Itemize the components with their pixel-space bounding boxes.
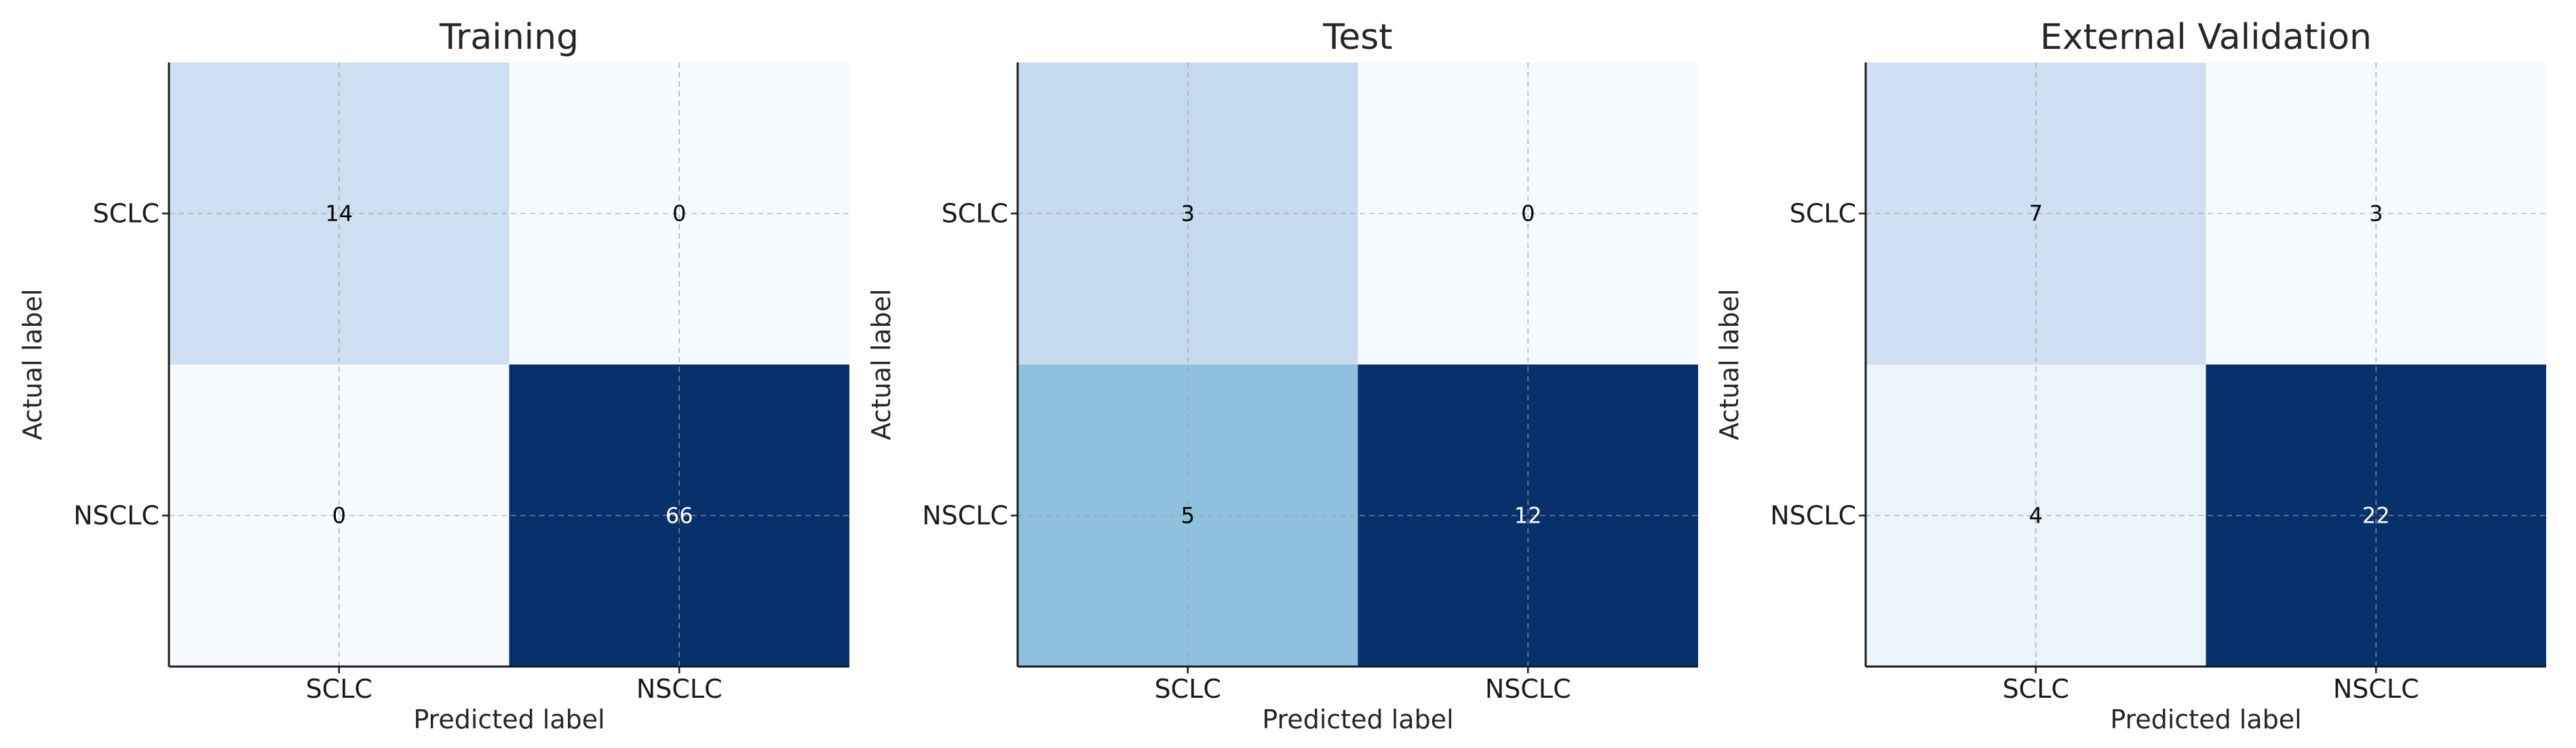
cell-value-label: 0: [1521, 201, 1535, 227]
cell-value-label: 7: [2029, 201, 2043, 227]
y-tick-label: SCLC: [1790, 199, 1856, 229]
x-tick-label: SCLC: [2003, 674, 2069, 704]
cell-value-label: 3: [1181, 201, 1195, 227]
y-tick-label: NSCLC: [1770, 501, 1856, 531]
x-tick-label: NSCLC: [2333, 674, 2419, 704]
panel-title: External Validation: [2040, 17, 2372, 58]
x-axis-label: Predicted label: [1262, 705, 1453, 734]
y-tick-label: SCLC: [93, 199, 159, 229]
cell-value-label: 22: [2362, 503, 2390, 529]
x-axis-label: Predicted label: [2110, 705, 2301, 734]
y-tick-label: SCLC: [942, 199, 1008, 229]
x-tick-label: NSCLC: [636, 674, 723, 704]
y-axis-label: Actual label: [18, 288, 47, 440]
x-tick-label: SCLC: [306, 674, 372, 704]
y-tick-label: NSCLC: [922, 501, 1008, 531]
x-tick-label: SCLC: [1155, 674, 1221, 704]
cell-value-label: 4: [2029, 503, 2043, 529]
cell-value-label: 0: [672, 201, 686, 227]
panel-title: Training: [439, 17, 579, 58]
x-axis-label: Predicted label: [413, 705, 604, 734]
x-tick-label: NSCLC: [1485, 674, 1571, 704]
cell-value-label: 66: [666, 503, 693, 529]
y-axis-label: Actual label: [866, 288, 896, 440]
cell-value-label: 5: [1181, 503, 1195, 529]
cell-value-label: 3: [2369, 201, 2383, 227]
cell-value-label: 0: [332, 503, 346, 529]
y-tick-label: NSCLC: [73, 501, 159, 531]
panel-external-validation: 7 3 4 22 SCLC NSCLC SCLC NSCLC External Validati…: [1714, 17, 2546, 734]
cell-value-label: 14: [325, 201, 353, 227]
panel-training: 14 0 0 66 SCLC NSCLC SCLC NSCLC Training Predicte…: [18, 17, 849, 734]
y-axis-label: Actual label: [1714, 288, 1744, 440]
panel-test: 3 0 5 12 SCLC NSCLC SCLC NSCLC Test Predicted lab…: [866, 17, 1698, 734]
cell-value-label: 12: [1514, 503, 1542, 529]
panel-title: Test: [1322, 17, 1392, 58]
